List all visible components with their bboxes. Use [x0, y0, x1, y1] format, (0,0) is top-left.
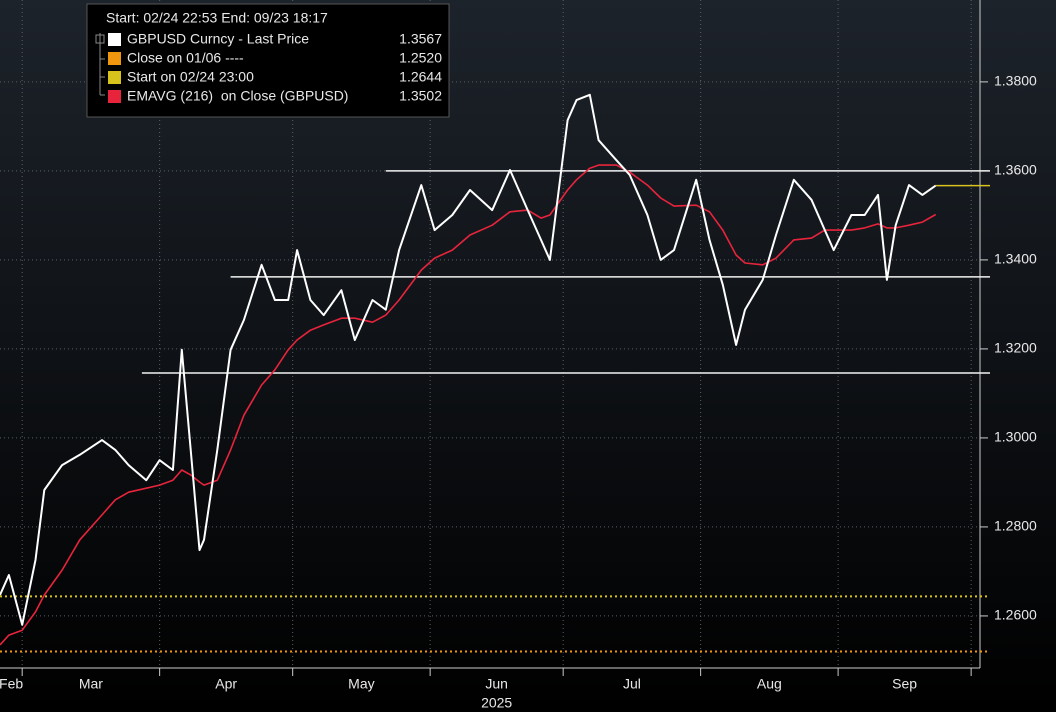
- x-tick-label: Jul: [623, 676, 641, 692]
- legend-tree: [99, 33, 105, 96]
- y-tick-label: 1.3800: [994, 73, 1037, 89]
- legend-swatch: [108, 90, 121, 103]
- x-tick-label: Sep: [892, 676, 917, 692]
- x-tick-label: May: [348, 676, 374, 692]
- legend-swatch: [108, 52, 121, 65]
- legend-label: Close on 01/06 ----: [127, 50, 244, 66]
- y-tick-label: 1.2600: [994, 607, 1037, 623]
- legend-value: 1.3567: [399, 31, 442, 47]
- y-tick-label: 1.2800: [994, 518, 1037, 534]
- x-tick-label: Mar: [79, 676, 103, 692]
- x-tick-label: Apr: [215, 676, 237, 692]
- y-tick-label: 1.3400: [994, 251, 1037, 267]
- legend-value: 1.2644: [399, 69, 442, 85]
- legend-swatch: [108, 33, 121, 46]
- legend: Start: 02/24 22:53 End: 09/23 18:17 GBPU…: [86, 3, 450, 118]
- legend-swatch: [108, 71, 121, 84]
- series-line: [0, 164, 937, 646]
- series-line: [0, 93, 937, 626]
- y-tick-label: 1.3200: [994, 340, 1037, 356]
- x-tick-label: Feb: [0, 676, 23, 692]
- legend-value: 1.3502: [399, 88, 442, 104]
- y-tick-label: 1.3000: [994, 429, 1037, 445]
- legend-label: Start on 02/24 23:00: [127, 69, 254, 85]
- x-tick-label: Aug: [757, 676, 782, 692]
- legend-title: Start: 02/24 22:53 End: 09/23 18:17: [106, 10, 328, 26]
- x-axis-label: 2025: [481, 695, 512, 711]
- legend-value: 1.2520: [399, 50, 442, 66]
- y-tick-label: 1.3600: [994, 162, 1037, 178]
- legend-label: GBPUSD Curncy - Last Price: [127, 31, 309, 47]
- x-tick-label: Jun: [485, 676, 508, 692]
- legend-box: [86, 3, 450, 118]
- legend-collapse: [95, 34, 105, 44]
- legend-label: EMAVG (216) on Close (GBPUSD): [127, 88, 348, 104]
